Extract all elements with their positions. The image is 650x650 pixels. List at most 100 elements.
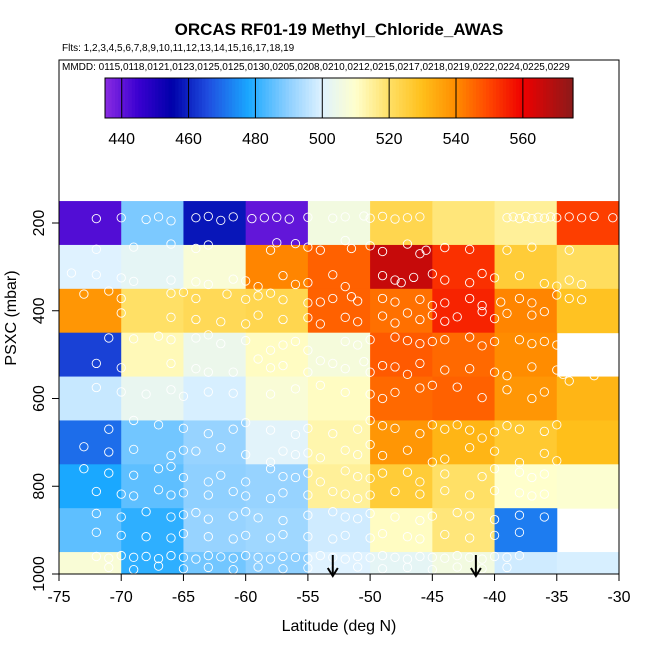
heatmap-cell [432,420,496,465]
colorbar-segment [429,78,434,118]
observation-point [216,215,226,226]
observation-point [521,211,531,222]
colorbar-segment [409,78,414,118]
colorbar-segment [128,78,133,118]
colorbar-segment [282,78,287,118]
y-tick-label: 200 [31,210,48,237]
observation-point [315,477,325,487]
observation-point [539,469,549,479]
colorbar-segment [111,78,116,118]
observation-point [440,529,450,540]
observation-point [141,214,151,225]
colorbar-segment [412,78,417,118]
observation-point [153,485,164,495]
colorbar-segment [419,78,424,118]
colorbar-segment [211,78,216,118]
heatmap-cell [494,508,558,553]
observation-point [129,242,139,252]
observation-point [477,471,487,482]
observation-point [290,472,301,483]
observation-point [564,245,574,255]
heatmap-cell [121,201,184,246]
observation-point [265,245,276,255]
colorbar-segment [175,78,180,118]
observation-point [527,362,537,372]
observation-point [477,268,487,279]
colorbar-frame [104,77,574,119]
observation-point [203,532,213,542]
observation-point [91,358,101,369]
colorbar-segment [165,78,170,118]
colorbar-segment [268,78,273,118]
colorbar-segment [325,78,330,118]
colorbar-segment [105,78,109,118]
colorbar-segment [208,78,213,118]
observation-point [203,387,213,397]
colorbar-segment [201,78,206,118]
colorbar-segment [191,78,196,118]
colorbar-segment [121,78,126,118]
observation-point [166,216,176,226]
observation-point [502,371,512,381]
observation-point [216,317,226,327]
observation-point [241,550,251,561]
y-axis: 200 400 600 800 1000 [31,210,59,592]
colorbar-segment [295,78,300,118]
heatmap-cell [307,420,371,465]
heatmap-cell [59,464,122,509]
observation-point [427,269,437,279]
observation-point [290,552,301,562]
colorbar-segment [339,78,343,118]
colorbar-segment [195,78,200,118]
observation-point [415,212,425,222]
observation-point [265,533,276,543]
observation-point [265,554,276,564]
colorbar-segment [516,78,521,118]
observation-point [377,450,388,461]
observation-point [247,213,257,224]
heatmap-cell [370,376,433,421]
colorbar-segment [308,78,313,118]
colorbar [104,77,574,119]
colorbar-segment [552,78,557,118]
observation-point [489,485,500,496]
observation-point [166,550,176,561]
observation-point [377,311,388,321]
observation-point [241,294,251,304]
colorbar-segment [362,78,367,118]
heatmap-cell [432,376,496,421]
observation-point [465,490,475,500]
observation-point [564,293,574,304]
observation-point [116,512,126,522]
colorbar-tick-label: 500 [309,131,336,148]
colorbar-segment [496,78,501,118]
observation-point [377,360,388,371]
observation-point [415,383,425,393]
observation-point [377,564,388,574]
observation-point [79,464,89,474]
observation-point [365,367,375,377]
observation-point [514,467,525,477]
colorbar-segment [151,78,156,118]
observation-point [477,392,487,403]
observation-point [427,336,437,347]
observation-point [452,550,462,561]
observation-point [496,297,506,307]
colorbar-segment [382,78,387,118]
heatmap-cell [494,201,558,246]
observation-point [402,239,413,249]
observation-point [539,213,549,223]
dates-label: MMDD: 0115,0118,0121,0123,0125,0125,0130… [62,62,570,73]
observation-point [353,471,363,482]
observation-point [502,308,512,319]
observation-point [390,318,400,328]
observation-point [129,470,139,480]
x-tick-label: -45 [421,589,444,606]
observation-point [489,336,500,347]
observation-point [415,339,425,349]
observation-point [265,464,276,474]
observation-point [402,445,413,455]
observation-point [241,276,251,286]
colorbar-segment [298,78,303,118]
observation-point [303,448,313,458]
